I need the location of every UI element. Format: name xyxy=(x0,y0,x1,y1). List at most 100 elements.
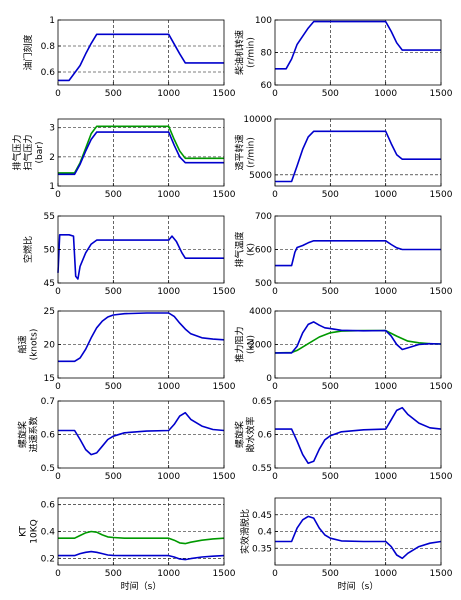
y-axis-label: 透平转速(r/min) xyxy=(234,134,257,170)
x-tick-label: 500 xyxy=(105,287,122,297)
x-tick-label: 1500 xyxy=(430,569,453,579)
y-tick-label: 3 xyxy=(49,124,55,134)
x-tick-label: 1000 xyxy=(374,472,397,482)
chart-panel-5: 0 500 1000 1500 45 50 55 空燃比 xyxy=(22,212,236,297)
x-axis-label: 时间（s） xyxy=(121,580,162,592)
series-line-1 xyxy=(58,530,225,545)
x-tick-label: 0 xyxy=(55,287,61,297)
series-line-2 xyxy=(58,131,224,176)
y-axis-label-line: (knots) xyxy=(30,329,40,361)
y-tick-label: 20 xyxy=(44,341,56,351)
axes-frame xyxy=(57,19,225,86)
y-axis-label-line: (K) xyxy=(247,243,257,256)
x-tick-label: 500 xyxy=(322,287,339,297)
y-tick-label: 2000 xyxy=(249,341,272,351)
y-tick-label: 10000 xyxy=(243,115,272,125)
y-tick-label: 0 xyxy=(266,374,272,384)
x-tick-label: 1500 xyxy=(213,287,236,297)
y-tick-label: 25 xyxy=(44,307,55,317)
y-tick-label: 4000 xyxy=(249,307,272,317)
y-axis-label-line: 排气压力 xyxy=(11,134,23,170)
axes-frame xyxy=(274,118,442,187)
y-axis-label-line: 敞水效率 xyxy=(245,416,257,452)
x-tick-label: 1000 xyxy=(157,569,180,579)
series-line-1 xyxy=(58,125,224,174)
y-axis-label: 推力阻力(kN) xyxy=(234,326,257,362)
x-tick-label: 0 xyxy=(272,382,278,392)
x-tick-label: 500 xyxy=(105,569,122,579)
y-axis-label-line: 空燃比 xyxy=(22,236,34,263)
x-tick-label: 1500 xyxy=(430,382,453,392)
x-tick-label: 500 xyxy=(105,382,122,392)
x-tick-label: 0 xyxy=(272,190,278,200)
y-tick-label: 0.6 xyxy=(41,68,56,78)
y-axis-label-line: 进速系数 xyxy=(28,416,40,452)
series-line-1 xyxy=(274,329,442,354)
series-line-1 xyxy=(58,312,225,363)
y-tick-label: 0.4 xyxy=(258,528,273,538)
x-tick-label: 500 xyxy=(322,569,339,579)
x-tick-label: 1500 xyxy=(213,89,236,99)
y-axis-label-line: (kN) xyxy=(247,335,257,354)
chart-panel-4: 0 500 1000 1500 5000 10000 透平转速(r/min) xyxy=(234,115,453,200)
y-axis-label: KT10KQ xyxy=(19,519,40,543)
x-tick-label: 1500 xyxy=(213,190,236,200)
x-tick-label: 1500 xyxy=(213,569,236,579)
y-axis-label-line: 柴油机转速 xyxy=(234,30,246,75)
y-tick-label: 0.6 xyxy=(41,501,56,511)
y-tick-label: 500 xyxy=(255,279,272,289)
y-tick-label: 60 xyxy=(261,81,273,91)
y-axis-label-line: 推力阻力 xyxy=(234,326,246,362)
x-tick-label: 1500 xyxy=(213,382,236,392)
x-tick-label: 1000 xyxy=(157,89,180,99)
y-axis-label: 螺旋桨进速系数 xyxy=(17,416,40,452)
y-tick-label: 700 xyxy=(255,212,272,222)
y-tick-label: 0.65 xyxy=(252,397,272,407)
y-tick-label: 55 xyxy=(44,212,55,222)
x-tick-label: 0 xyxy=(55,569,61,579)
x-tick-label: 1000 xyxy=(157,190,180,200)
y-axis-label: 螺旋桨敞水效率 xyxy=(234,416,257,452)
axes-frame xyxy=(57,118,225,187)
y-axis-label-line: 螺旋桨 xyxy=(234,421,246,448)
y-axis-label-line: 10KQ xyxy=(30,519,40,543)
x-tick-label: 1000 xyxy=(157,287,180,297)
x-tick-label: 0 xyxy=(272,569,278,579)
y-axis-label: 排气温度(K) xyxy=(234,231,257,267)
y-axis-label: 油门刻度 xyxy=(22,34,34,70)
y-tick-label: 100 xyxy=(255,16,272,26)
x-tick-label: 500 xyxy=(105,472,122,482)
y-tick-label: 45 xyxy=(44,279,55,289)
x-tick-label: 0 xyxy=(55,382,61,392)
x-tick-label: 1000 xyxy=(374,382,397,392)
chart-panel-7: 0 500 1000 1500 15 20 25 船速(knots) xyxy=(17,307,236,392)
y-axis-label-line: 船速 xyxy=(17,335,29,353)
x-tick-label: 500 xyxy=(105,190,122,200)
x-tick-label: 500 xyxy=(322,190,339,200)
y-axis-label: 空燃比 xyxy=(22,236,34,263)
y-axis-label-line: 扫气压力 xyxy=(22,134,34,170)
y-axis-label-line: KT xyxy=(19,526,29,537)
y-axis-label: 船速(knots) xyxy=(17,329,40,361)
series-line-1 xyxy=(275,130,441,183)
x-tick-label: 0 xyxy=(55,472,61,482)
y-tick-label: 0.6 xyxy=(258,431,273,441)
x-tick-label: 1000 xyxy=(374,569,397,579)
y-axis-label: 排气压力扫气压力(bar) xyxy=(11,134,45,170)
series-line-2 xyxy=(58,550,225,561)
y-axis-label-line: (bar) xyxy=(35,142,45,164)
y-tick-label: 0.4 xyxy=(41,528,56,538)
x-tick-label: 1000 xyxy=(374,190,397,200)
y-axis-label: 实效滑脱比 xyxy=(239,509,251,554)
chart-panel-1: 0 500 1000 1500 0.6 0.8 1 油门刻度 xyxy=(22,16,236,99)
x-tick-label: 1000 xyxy=(374,89,397,99)
series-line-1 xyxy=(275,515,442,560)
y-tick-label: 2 xyxy=(49,153,55,163)
chart-panel-2: 0 500 1000 1500 60 80 100 柴油机转速(r/min) xyxy=(234,16,453,99)
series-line-1 xyxy=(57,234,224,280)
y-tick-label: 0.2 xyxy=(41,554,55,564)
